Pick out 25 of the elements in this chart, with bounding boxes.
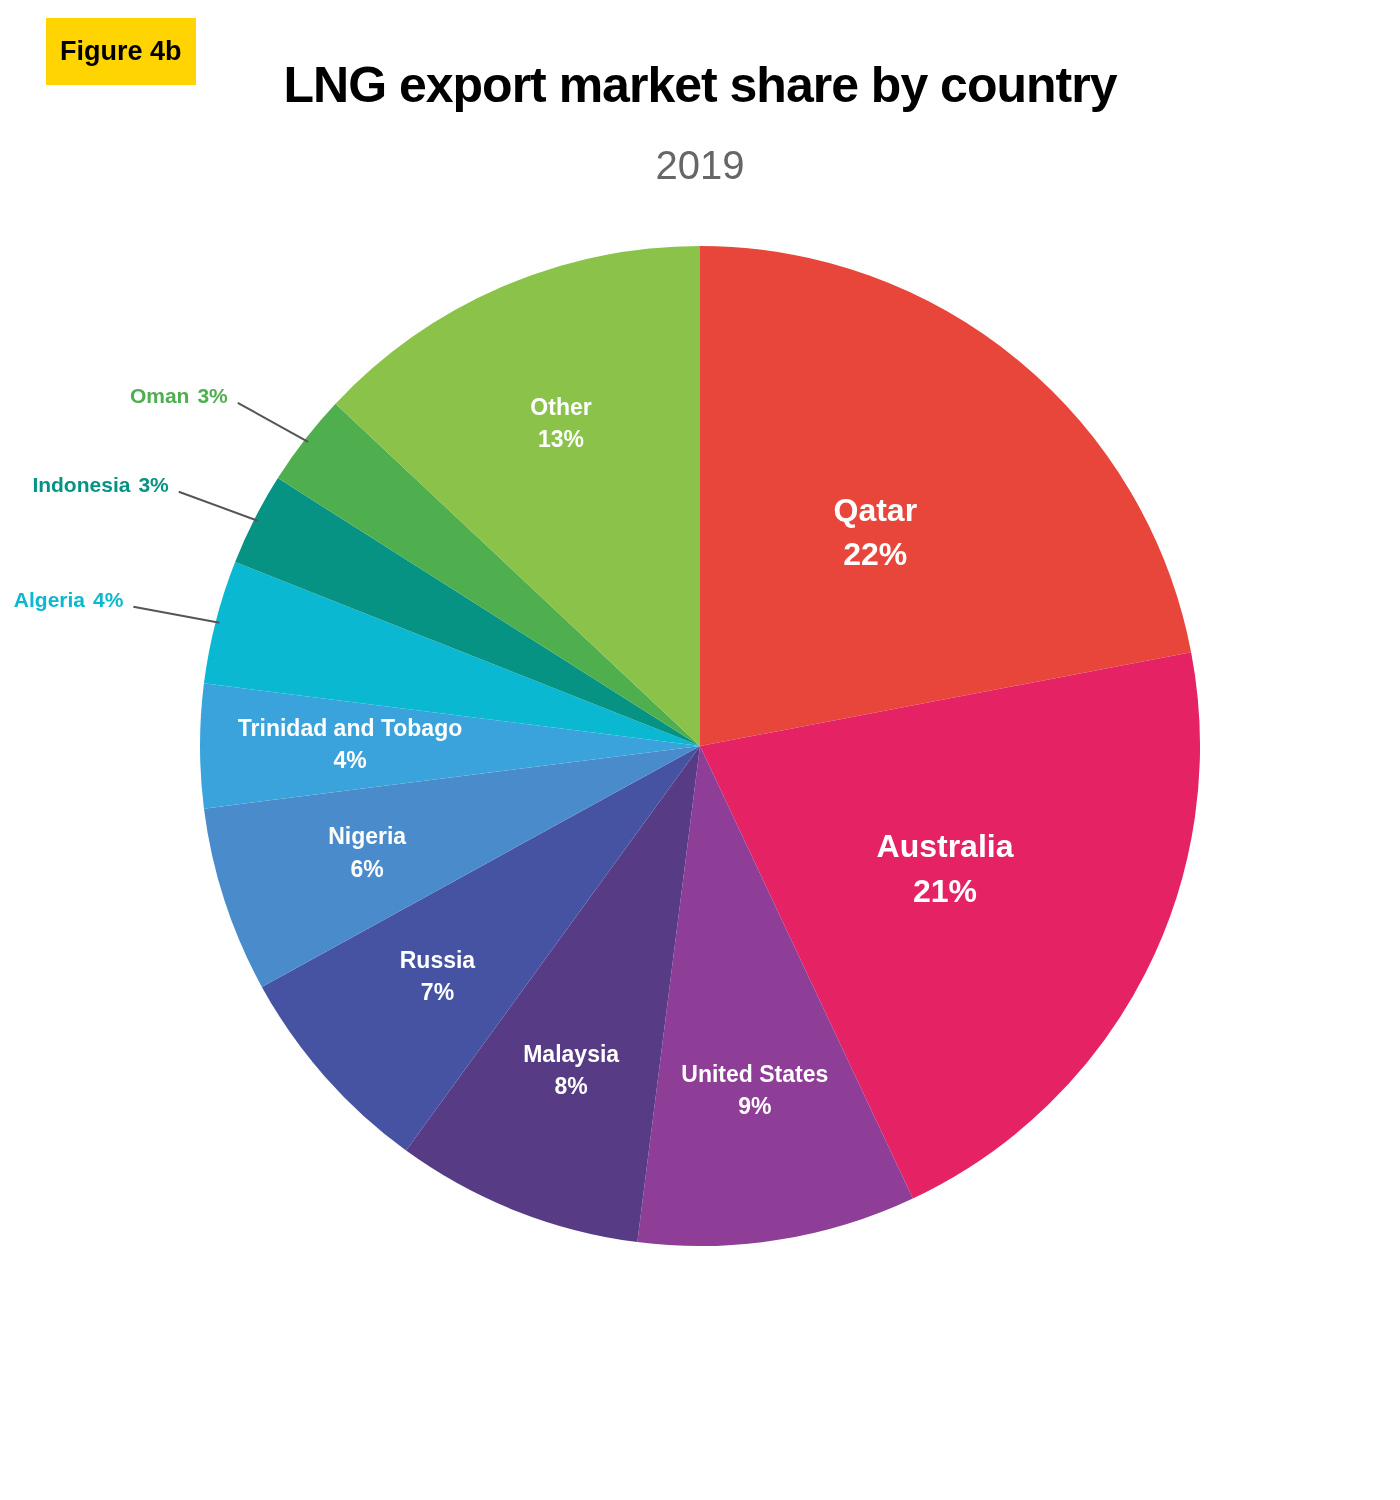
slice-label: Trinidad and Tobago (237, 715, 463, 742)
slice-label: Russia (399, 946, 476, 973)
data-label: 7% (420, 978, 455, 1005)
caption: Figure 4b (46, 18, 196, 85)
slice-label: Oman (129, 383, 190, 407)
slice-label: Algeria (13, 587, 86, 611)
data-label: 22% (843, 536, 908, 573)
slice-label: Other (530, 394, 592, 421)
slice-label: Malaysia (523, 1040, 620, 1067)
data-label: 6% (350, 855, 384, 882)
data-label: 9% (738, 1093, 772, 1120)
slice-label: Australia (876, 828, 1014, 865)
slice-label: Qatar (833, 491, 918, 528)
slice-label: Indonesia (32, 472, 131, 496)
slice-label: Nigeria (328, 823, 407, 850)
data-label: 8% (554, 1072, 588, 1099)
data-label: 4% (93, 587, 124, 611)
chart-subtitle: 2019 (654, 143, 746, 188)
data-label: 13% (537, 426, 585, 453)
data-label: 3% (138, 472, 170, 496)
data-label: 3% (197, 383, 229, 407)
data-label: 4% (333, 747, 367, 774)
data-label: 21% (913, 873, 978, 910)
slice-label: United States (681, 1060, 829, 1087)
chart-title: LNG export market share by country (283, 57, 1117, 113)
